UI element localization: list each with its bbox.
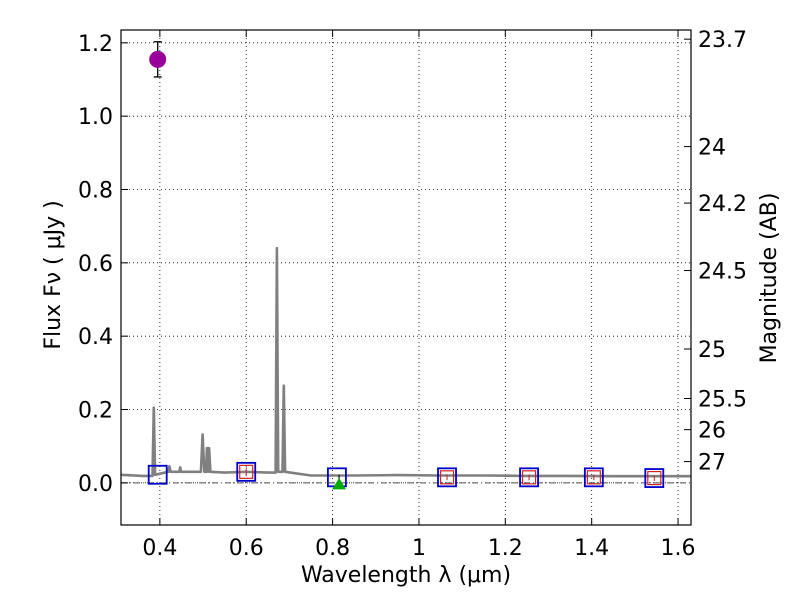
x-axis-title: Wavelength λ (μm) (301, 563, 511, 588)
observed-point (647, 470, 662, 486)
model-spectrum (120, 246, 691, 478)
x-tick-label: 0.8 (315, 536, 350, 561)
y-tick-label: 1.0 (78, 105, 113, 130)
observed-point (586, 470, 601, 485)
axis-ticks (121, 30, 691, 525)
data-markers (147, 41, 665, 490)
y2-tick-label: 24.2 (698, 192, 747, 217)
spectrum-line (120, 246, 691, 478)
model-photometry-point (644, 468, 665, 488)
plot-frame (120, 29, 692, 526)
y-tick-label: 0.0 (78, 472, 113, 497)
model-photometry-point (147, 464, 168, 485)
y-axis-title: Flux Fν ( μJy ) (41, 200, 66, 349)
x-tick-label: 0.4 (142, 536, 177, 561)
y-tick-label: 1.2 (78, 32, 113, 57)
model-photometry-point (519, 467, 539, 488)
x-tick-label: 1 (412, 536, 426, 561)
model-photometry-point (236, 461, 257, 482)
y-tick-label: 0.8 (78, 179, 113, 204)
y2-tick-label: 24.5 (698, 260, 747, 285)
y2-tick-label: 26 (698, 419, 726, 444)
model-photometry-point (437, 467, 457, 488)
model-photometry-point (583, 467, 604, 488)
y2-tick-label: 23.7 (698, 28, 747, 53)
y-tick-label: 0.4 (78, 325, 113, 350)
y-tick-label: 0.6 (78, 252, 113, 277)
y2-tick-label: 24 (698, 136, 726, 161)
x-tick-label: 1.2 (488, 536, 523, 561)
y-tick-label: 0.2 (78, 399, 113, 424)
x-tick-label: 1.4 (574, 536, 609, 561)
grid-lines (121, 30, 691, 525)
tick-labels: 0.4 0.6 0.8 1 1.2 1.4 1.6 0.0 0.2 0.4 0.6 0.8 1.0 1.2… (78, 28, 747, 561)
detection-point (149, 50, 167, 68)
observed-point (521, 470, 537, 485)
y2-tick-label: 27 (698, 451, 726, 476)
y2-tick-label: 25 (698, 338, 726, 363)
observed-point (239, 464, 254, 479)
observed-point (439, 470, 455, 485)
y2-axis-title: Magnitude (AB) (757, 193, 782, 364)
upper-limit-point (332, 477, 346, 490)
y2-tick-label: 25.5 (698, 388, 747, 413)
x-tick-label: 1.6 (661, 536, 696, 561)
x-tick-label: 0.6 (229, 536, 264, 561)
